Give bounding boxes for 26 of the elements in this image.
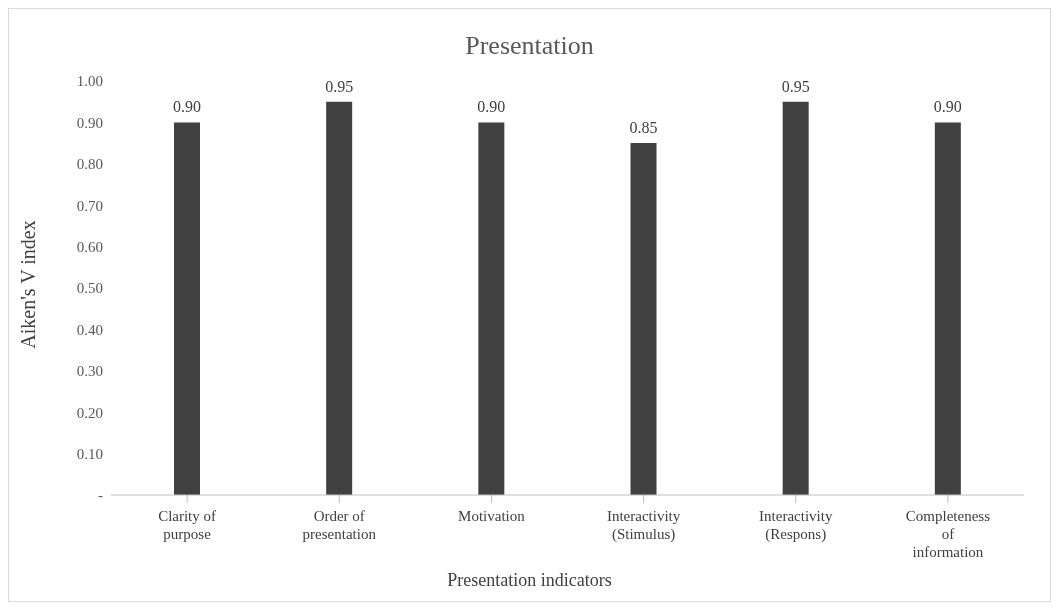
y-tick-label: - <box>98 487 103 504</box>
y-tick-label: 0.60 <box>76 238 103 255</box>
data-label: 0.90 <box>477 98 506 116</box>
y-tick-label: 1.00 <box>76 73 103 90</box>
y-tick-label: 0.40 <box>76 321 103 338</box>
x-tick-label: Interactivity (Respons) <box>759 508 833 543</box>
y-tick-label: 0.20 <box>76 404 103 421</box>
x-tick-label: Clarity of purpose <box>158 508 217 542</box>
data-label: 0.85 <box>629 119 658 137</box>
x-tick-label: Completeness of information <box>905 508 991 560</box>
data-label: 0.95 <box>325 77 354 95</box>
chart-title: Presentation <box>464 31 595 61</box>
y-tick-label: 0.10 <box>76 445 103 462</box>
y-tick-label: 0.50 <box>76 280 103 297</box>
data-label: 0.90 <box>933 98 962 116</box>
x-axis-title: Presentation indicators <box>446 570 613 591</box>
x-tick-label: Interactivity (Stimulus) <box>606 508 681 543</box>
y-tick-label: 0.30 <box>76 363 103 380</box>
x-tick-label: Motivation <box>458 508 526 524</box>
y-tick-label: 0.80 <box>76 156 103 173</box>
x-tick-label: Order of presentation <box>302 508 377 542</box>
y-axis-title: Aiken's V index <box>16 219 40 349</box>
y-tick-label: 0.70 <box>76 197 103 214</box>
data-label: 0.90 <box>173 98 201 116</box>
data-label: 0.95 <box>781 77 810 95</box>
y-tick-label: 0.90 <box>76 114 103 131</box>
